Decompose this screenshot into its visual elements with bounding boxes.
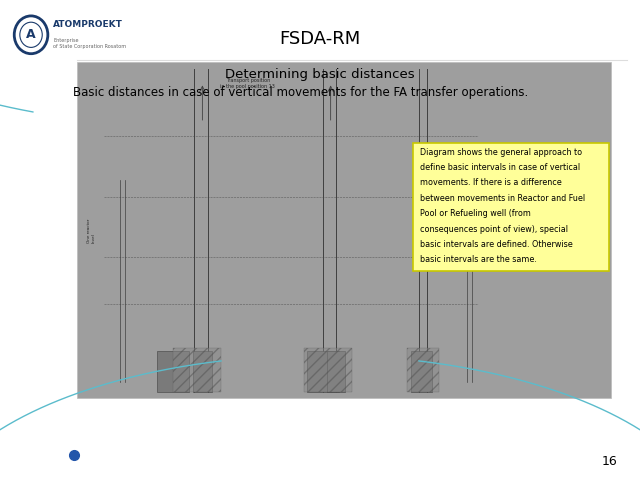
Text: Transport position
in the pool position 13: Transport position in the pool position … [220,78,275,89]
Bar [193,351,212,392]
Text: define basic intervals in case of vertical: define basic intervals in case of vertic… [420,163,580,172]
Text: between movements in Reactor and Fuel: between movements in Reactor and Fuel [420,194,585,203]
Text: 16: 16 [602,455,618,468]
Bar [307,351,339,392]
Text: basic intervals are the same.: basic intervals are the same. [420,255,537,264]
Text: Basic distances in case of vertical movements for the FA transfer operations.: Basic distances in case of vertical move… [73,85,529,99]
Text: consequences point of view), special: consequences point of view), special [420,225,568,234]
Bar [407,348,439,392]
Text: FA transfer below
position: FA transfer below position [461,166,497,174]
Bar [157,351,189,392]
Bar [326,351,346,392]
Text: One reactor
level: One reactor level [88,218,96,242]
Text: FSDA-RM: FSDA-RM [280,30,360,48]
Text: Determining basic distances: Determining basic distances [225,68,415,81]
Bar [304,348,352,392]
Bar [411,351,432,392]
Text: Pool or Refueling well (from: Pool or Refueling well (from [420,209,531,218]
Text: A: A [26,28,36,41]
Text: ATOMPROEKT: ATOMPROEKT [54,20,124,29]
Bar [173,348,221,392]
Text: Enterprise
of State Corporation Rosatom: Enterprise of State Corporation Rosatom [54,38,127,49]
Bar [413,143,609,271]
Bar [77,62,611,398]
Text: Diagram shows the general approach to: Diagram shows the general approach to [420,148,582,157]
Text: movements. If there is a difference: movements. If there is a difference [420,179,562,188]
Text: basic intervals are defined. Otherwise: basic intervals are defined. Otherwise [420,240,573,249]
